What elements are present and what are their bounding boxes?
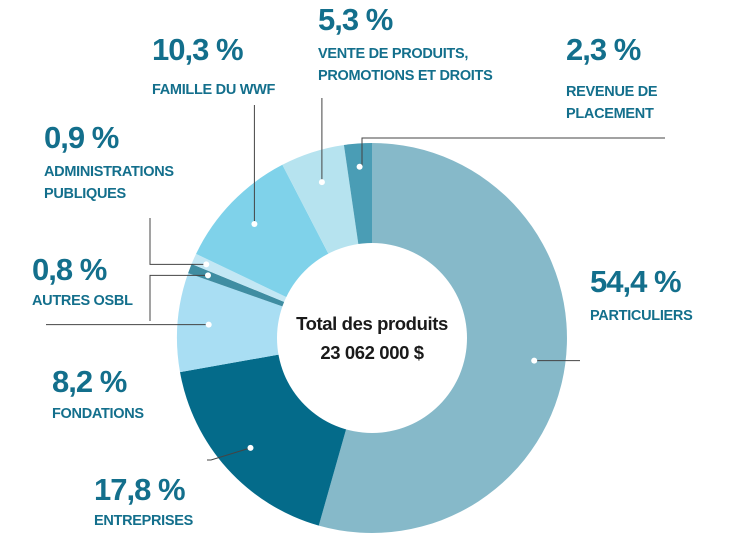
slice-name-2-line-1: ENTREPRISES	[94, 513, 194, 529]
slice-percent-7: 5,3 %	[318, 2, 393, 37]
slice-percent-5: 0,9 %	[44, 120, 119, 155]
slice-name-6-line-1: FAMILLE DU WWF	[152, 82, 275, 98]
slice-percent-6: 10,3 %	[152, 32, 243, 67]
leader-dot-5	[203, 261, 210, 268]
slice-name-1-line-1: PARTICULIERS	[590, 308, 693, 324]
leader-dot-2	[247, 444, 254, 451]
leader-dot-3	[205, 321, 212, 328]
leader-dot-6	[251, 221, 258, 227]
leader-dot-4	[205, 272, 211, 279]
center-title: Total des produits	[296, 313, 448, 334]
leader-line-4	[149, 274, 208, 321]
slice-percent-1: 54,4 %	[590, 264, 681, 299]
slice-name-8-line-2: PLACEMENT	[566, 106, 654, 122]
slice-name-3-line-1: FONDATIONS	[52, 406, 144, 422]
leader-line-5	[149, 218, 207, 265]
slice-name-5-line-1: ADMINISTRATIONS	[44, 164, 174, 180]
leader-dot-8	[356, 163, 363, 170]
slice-percent-3: 8,2 %	[52, 364, 127, 399]
slice-percent-8: 2,3 %	[566, 32, 641, 67]
slice-3	[177, 273, 372, 373]
leader-line-2	[207, 447, 251, 461]
donut-hole	[277, 243, 467, 433]
slice-labels: 54,4 % PARTICULIERS 17,8 % ENTREPRISES 8,2 %…	[32, 2, 693, 529]
slice-name-4-line-1: AUTRES OSBL	[32, 293, 133, 309]
leader-dot-1	[531, 357, 538, 364]
slice-percent-4: 0,8 %	[32, 252, 107, 287]
center-value: 23 062 000 $	[320, 342, 424, 363]
slice-name-8-line-1: REVENUE DE	[566, 84, 658, 100]
slice-percent-2: 17,8 %	[94, 472, 185, 507]
leader-dot-7	[318, 179, 325, 186]
leader-lines	[46, 98, 665, 461]
slice-name-5-line-2: PUBLIQUES	[44, 186, 127, 202]
slice-name-7-line-1: VENTE DE PRODUITS,	[318, 46, 468, 62]
slice-name-7-line-2: PROMOTIONS ET DROITS	[318, 68, 493, 84]
